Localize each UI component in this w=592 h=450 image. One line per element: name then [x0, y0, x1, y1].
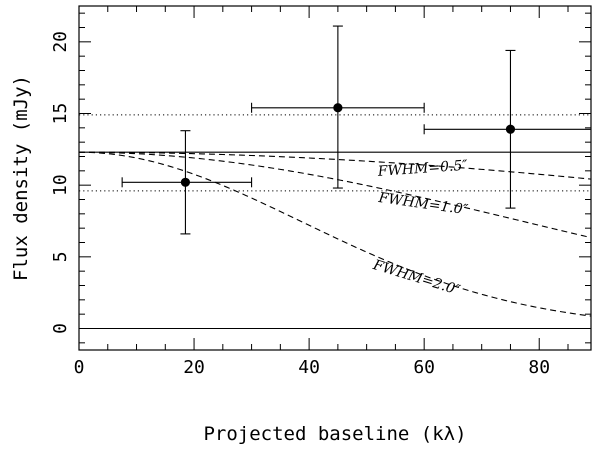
model-curve — [78, 151, 592, 317]
y-axis-ticks: 0 5 10 15 20 — [50, 12, 591, 344]
x-axis-ticks: 0 20 40 60 80 — [74, 6, 569, 378]
y-axis-label: Flux density (mJy) — [10, 75, 32, 281]
model-curve-label: FWHM=1.0″ — [377, 190, 470, 219]
data-points — [121, 25, 591, 235]
y-tick-label: 5 — [50, 251, 71, 262]
x-tick-label: 60 — [413, 357, 435, 378]
x-tick-label: 40 — [298, 357, 320, 378]
model-curves: FWHM=0.5″ FWHM=1.0″ FWHM=2.0″ — [78, 151, 592, 317]
data-point-marker — [333, 103, 343, 113]
y-tick-label: 15 — [50, 103, 71, 125]
y-tick-label: 0 — [50, 323, 71, 334]
y-tick-label: 10 — [50, 174, 71, 196]
data-point-marker — [180, 177, 191, 187]
x-tick-label: 80 — [528, 357, 550, 378]
model-curve — [79, 151, 592, 180]
model-curve — [79, 151, 592, 239]
y-tick-label: 20 — [50, 31, 71, 53]
x-tick-label: 20 — [183, 357, 205, 378]
data-point — [121, 130, 253, 235]
data-point-marker — [505, 124, 516, 134]
model-curve-label: FWHM=2.0″ — [370, 257, 462, 299]
plot-frame — [78, 5, 592, 351]
reference-lines — [79, 114, 591, 330]
data-point — [251, 25, 425, 189]
x-axis-label: Projected baseline (kλ) — [203, 423, 466, 445]
x-tick-label: 0 — [74, 357, 85, 378]
data-point — [423, 49, 591, 209]
model-curve-label: FWHM=0.5″ — [376, 158, 469, 180]
